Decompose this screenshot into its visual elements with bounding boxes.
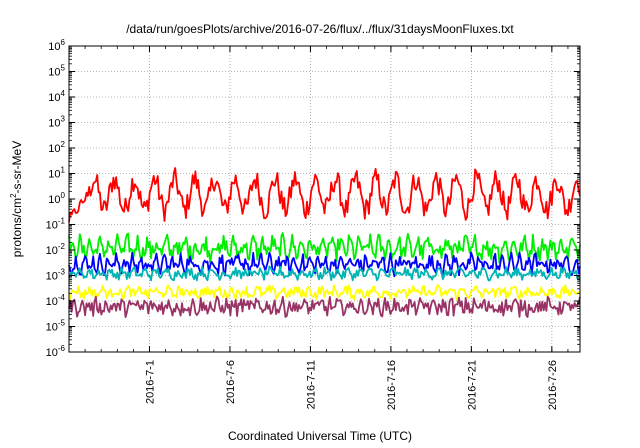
x-tick-label: 2016-7-1 <box>144 360 156 404</box>
y-tick-label: 10-5 <box>46 319 66 334</box>
y-tick-label: 105 <box>48 64 65 79</box>
y-tick-label: 10-4 <box>46 293 66 308</box>
y-tick-label: 10-6 <box>46 344 66 359</box>
series-line <box>68 284 581 301</box>
grid <box>69 46 580 352</box>
series-line <box>68 295 581 319</box>
y-tick-label: 10-1 <box>46 217 66 232</box>
y-tick-label: 100 <box>48 191 65 206</box>
ticks: 10-6 10-5 10-4 10-3 10-2 10-1 100 101 102 103 104 1… <box>46 38 580 410</box>
y-tick-label: 102 <box>48 140 65 155</box>
series-line <box>68 167 581 223</box>
x-axis-label: Coordinated Universal Time (UTC) <box>227 429 413 443</box>
x-tick-label: 2016-7-6 <box>225 360 237 404</box>
x-tick-label: 2016-7-16 <box>386 360 398 410</box>
x-tick-label: 2016-7-11 <box>305 360 317 409</box>
y-tick-label: 104 <box>48 89 65 104</box>
y-tick-label: 10-2 <box>46 242 66 257</box>
series-line <box>68 265 581 282</box>
series-line <box>68 232 581 264</box>
y-axis-label: protons/cm2-s-sr-MeV <box>9 141 24 257</box>
y-tick-label: 101 <box>48 166 65 181</box>
x-tick-label: 2016-7-26 <box>547 360 559 410</box>
y-axis-title: protons/cm2-s-sr-MeV <box>9 141 24 257</box>
chart-title: /data/run/goesPlots/archive/2016-07-26/f… <box>126 22 514 36</box>
y-tick-label: 10-3 <box>46 268 66 283</box>
y-tick-label: 103 <box>48 115 65 130</box>
series-line <box>68 251 581 278</box>
y-tick-label: 106 <box>48 38 65 53</box>
x-tick-label: 2016-7-21 <box>466 360 478 410</box>
series-group <box>68 167 581 319</box>
